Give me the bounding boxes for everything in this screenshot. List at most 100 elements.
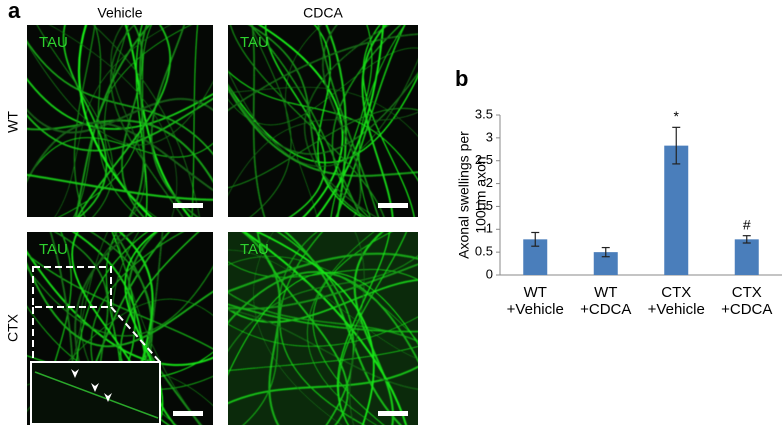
neurites — [27, 25, 213, 217]
neurite — [242, 232, 318, 425]
neurite — [115, 232, 203, 425]
scale-bar — [378, 411, 408, 416]
neurite — [228, 256, 418, 342]
neurite — [228, 309, 418, 390]
neurite — [110, 25, 184, 217]
bar-chart: b Axonal swellings per 100μm axon 0 0.5 1 1.5 2… — [455, 66, 782, 318]
neurite — [306, 232, 377, 425]
significance-label: # — [743, 216, 751, 232]
arrowhead — [104, 393, 112, 402]
neurite — [322, 25, 362, 217]
neurite — [314, 25, 363, 217]
error-bar — [672, 126, 681, 165]
column-label: Vehicle — [97, 5, 142, 21]
micrograph: TAU — [228, 232, 418, 425]
stain-label: TAU — [240, 241, 269, 258]
scale-bar — [173, 203, 203, 208]
x-tick-label: +CDCA — [580, 301, 631, 318]
neurite — [228, 111, 418, 197]
neurite — [27, 42, 213, 146]
neurite — [228, 303, 418, 333]
y-tick-label: 2 — [486, 175, 493, 190]
neurite — [248, 25, 367, 217]
neurite — [264, 25, 326, 217]
neurite — [27, 97, 213, 152]
bar — [734, 239, 759, 275]
neurites — [228, 25, 418, 217]
neurite — [150, 25, 199, 217]
panel-label: b — [455, 66, 468, 91]
x-tick-label: +Vehicle — [507, 301, 564, 318]
neurite — [27, 262, 213, 348]
neurite — [124, 232, 164, 425]
neurite — [253, 232, 343, 425]
neurite — [27, 40, 213, 156]
y-tick-label: 2.5 — [475, 152, 493, 167]
inset-neurite — [34, 371, 159, 419]
bar — [593, 252, 618, 275]
neurite — [228, 346, 418, 372]
neurite — [330, 25, 373, 217]
y-tick-label: 1 — [486, 221, 493, 236]
neurite — [228, 33, 418, 112]
row-label: WT — [5, 111, 21, 133]
neurite — [228, 74, 418, 164]
neurite — [362, 25, 415, 217]
neurite — [228, 279, 418, 323]
neurite — [36, 25, 114, 217]
neurite — [315, 25, 385, 217]
neurite — [228, 86, 418, 137]
neurite — [249, 25, 292, 217]
neurite — [228, 47, 418, 126]
neurite — [256, 232, 349, 425]
y-tick-label: 0.5 — [475, 244, 493, 259]
y-tick-label: 3 — [486, 129, 493, 144]
micrographs: TAU TAU TAU TAU — [27, 25, 418, 425]
neurite — [257, 25, 344, 217]
roi-box — [32, 266, 112, 308]
neurite — [228, 107, 418, 189]
neurite — [361, 25, 394, 217]
neurite — [135, 25, 148, 217]
neurite — [349, 232, 365, 425]
x-tick-label: WT — [524, 284, 547, 301]
y-axis-title: 100μm axon — [473, 156, 489, 233]
neurite — [317, 25, 380, 217]
neurite — [124, 25, 192, 217]
x-tick-label: CTX — [732, 284, 762, 301]
neurite — [255, 232, 375, 425]
y-tick-label: 3.5 — [475, 106, 493, 121]
neurite — [358, 25, 406, 217]
neurite — [76, 25, 172, 217]
error-bar — [601, 246, 610, 258]
neurites — [228, 232, 418, 425]
neurite — [304, 25, 391, 217]
neurite — [228, 261, 418, 281]
zoom-line — [110, 306, 161, 363]
x-tick-label: +Vehicle — [648, 301, 705, 318]
micrograph: TAU — [228, 25, 418, 217]
micrograph: TAU — [27, 25, 213, 217]
neurite — [228, 365, 418, 405]
x-tick-label: +CDCA — [721, 301, 772, 318]
neurite — [228, 86, 418, 177]
x-tick-label: WT — [594, 284, 617, 301]
scale-bar — [378, 203, 408, 208]
neurite — [228, 249, 418, 360]
neurite — [27, 77, 213, 130]
neurite — [27, 121, 213, 192]
neurite — [228, 252, 418, 293]
bar — [664, 145, 689, 275]
neurite — [229, 25, 385, 217]
neurite — [49, 25, 178, 217]
panel-label: a — [8, 0, 21, 23]
neurite — [353, 232, 395, 425]
inset — [30, 361, 161, 425]
neurite — [92, 25, 201, 217]
neurite — [27, 173, 213, 201]
neurite — [285, 25, 323, 217]
neurite — [128, 25, 148, 217]
error-bar — [531, 231, 540, 247]
